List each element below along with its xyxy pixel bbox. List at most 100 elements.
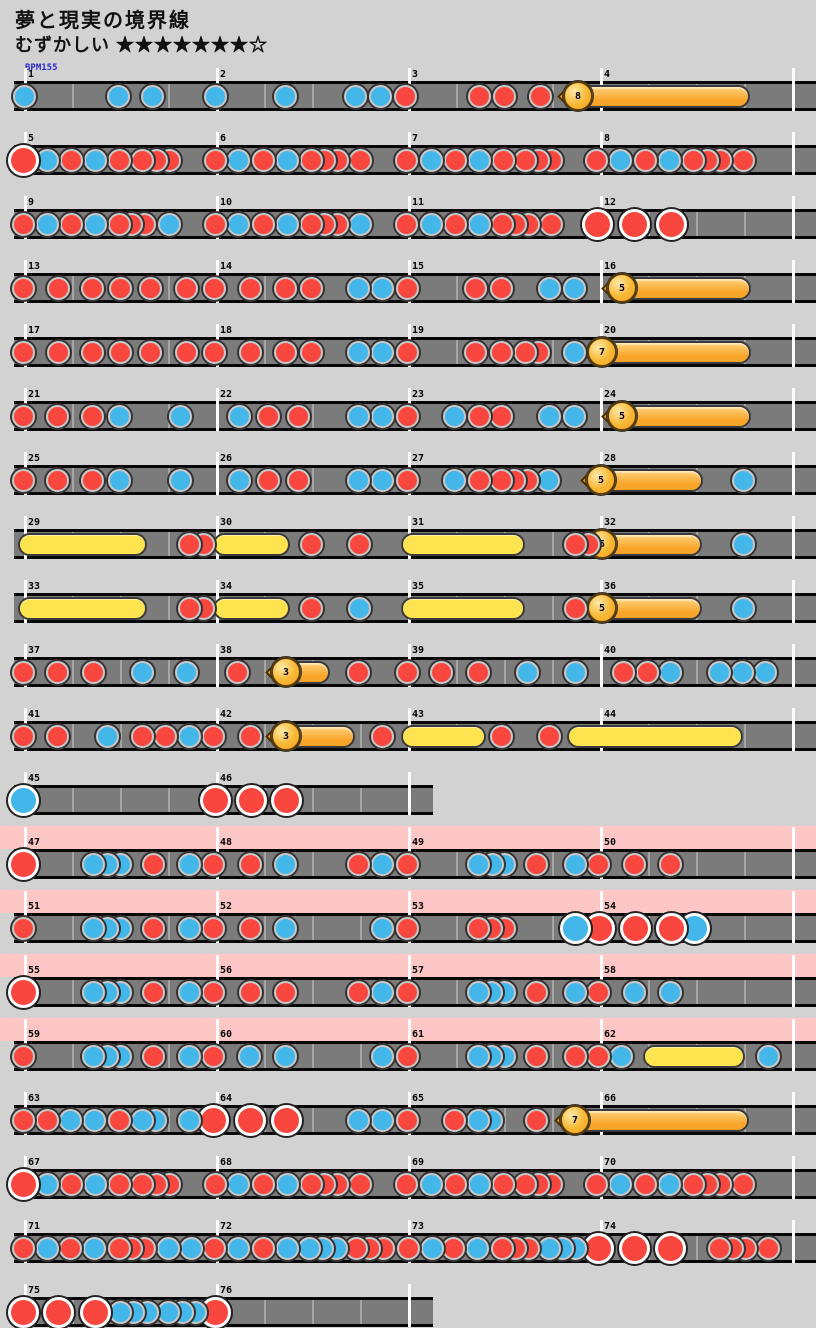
balloon-bar	[622, 276, 751, 300]
measure-number: 64	[220, 1093, 233, 1104]
beat-line	[72, 276, 74, 300]
note-don	[201, 852, 225, 876]
note-don	[11, 1108, 35, 1132]
note-ka	[466, 1108, 490, 1132]
note-don	[80, 340, 104, 364]
beat-line	[744, 212, 746, 236]
note-don	[107, 1172, 131, 1196]
beat-line	[552, 532, 554, 556]
note-don	[177, 596, 201, 620]
note-don	[238, 916, 262, 940]
note-ka	[107, 468, 131, 492]
note-don	[467, 404, 491, 428]
balloon-bar	[578, 84, 750, 108]
note-don	[491, 1172, 515, 1196]
note-ka	[608, 1172, 632, 1196]
balloon-bar	[575, 1108, 749, 1132]
measure-number: 69	[412, 1157, 425, 1168]
note-don-big	[270, 1104, 302, 1136]
note-ka	[35, 148, 59, 172]
note-ka	[275, 212, 299, 236]
measure-number: 19	[412, 325, 425, 336]
beat-line	[168, 276, 170, 300]
note-don	[141, 980, 165, 1004]
note-don	[11, 404, 35, 428]
beat-line	[744, 1044, 746, 1068]
measure-number: 41	[28, 709, 41, 720]
note-don	[707, 1236, 731, 1260]
measure-line	[792, 1019, 795, 1071]
drumroll-bar	[401, 532, 525, 556]
balloon-bar	[602, 596, 702, 620]
beat-line	[72, 468, 74, 492]
note-don	[489, 340, 513, 364]
note-don	[622, 852, 646, 876]
beat-line	[72, 340, 74, 364]
note-ka	[563, 660, 587, 684]
beat-line	[360, 724, 362, 748]
note-don	[46, 276, 70, 300]
balloon-hit-count: 3	[282, 666, 290, 678]
note-ka	[177, 980, 201, 1004]
note-don	[731, 148, 755, 172]
measure-number: 66	[604, 1093, 617, 1104]
beat-line	[696, 660, 698, 684]
beat-line	[360, 1044, 362, 1068]
note-ka	[370, 852, 394, 876]
note-ka	[657, 1172, 681, 1196]
note-ka	[730, 660, 754, 684]
note-ka	[81, 1044, 105, 1068]
note-don	[490, 212, 514, 236]
measure-number: 11	[412, 197, 425, 208]
note-don	[251, 148, 275, 172]
measure-number: 60	[220, 1029, 233, 1040]
note-ka	[562, 404, 586, 428]
difficulty-line: むずかしい ★★★★★★★☆	[15, 31, 268, 57]
note-ka	[370, 980, 394, 1004]
note-ka	[83, 1172, 107, 1196]
measure-number: 26	[220, 453, 233, 464]
note-ka	[35, 212, 59, 236]
measure-line	[792, 580, 795, 623]
note-don	[201, 980, 225, 1004]
measure-number: 14	[220, 261, 233, 272]
balloon-bar	[622, 404, 751, 428]
note-don	[586, 1044, 610, 1068]
measure-number: 12	[604, 197, 617, 208]
measure-line	[792, 196, 795, 239]
beat-line	[264, 84, 266, 108]
balloon-hit-count: 5	[598, 538, 606, 550]
note-don	[11, 468, 35, 492]
beat-line	[168, 596, 170, 620]
note-ka	[563, 852, 587, 876]
note-ka	[275, 1236, 299, 1260]
note-don	[633, 148, 657, 172]
beat-line	[72, 84, 74, 108]
note-don	[273, 276, 297, 300]
note-ka	[348, 212, 372, 236]
note-ka	[177, 852, 201, 876]
beat-line	[168, 84, 170, 108]
note-ka	[370, 340, 394, 364]
note-don	[202, 340, 226, 364]
measure-line	[792, 516, 795, 559]
note-don	[11, 660, 35, 684]
measure-number: 40	[604, 645, 617, 656]
note-ka	[370, 404, 394, 428]
note-don	[489, 724, 513, 748]
note-don	[344, 1236, 368, 1260]
note-ka	[82, 1236, 106, 1260]
note-ka	[177, 916, 201, 940]
measure-number: 7	[412, 133, 419, 144]
beat-line	[456, 276, 458, 300]
note-don-big	[7, 1296, 39, 1328]
balloon-note: 3	[271, 657, 301, 687]
note-don	[130, 724, 154, 748]
note-don	[153, 724, 177, 748]
note-don-big	[618, 208, 650, 240]
note-don-big	[79, 1296, 111, 1328]
note-don	[201, 1044, 225, 1068]
measure-number: 38	[220, 645, 233, 656]
measure-number: 47	[28, 837, 41, 848]
note-ka	[609, 1044, 633, 1068]
